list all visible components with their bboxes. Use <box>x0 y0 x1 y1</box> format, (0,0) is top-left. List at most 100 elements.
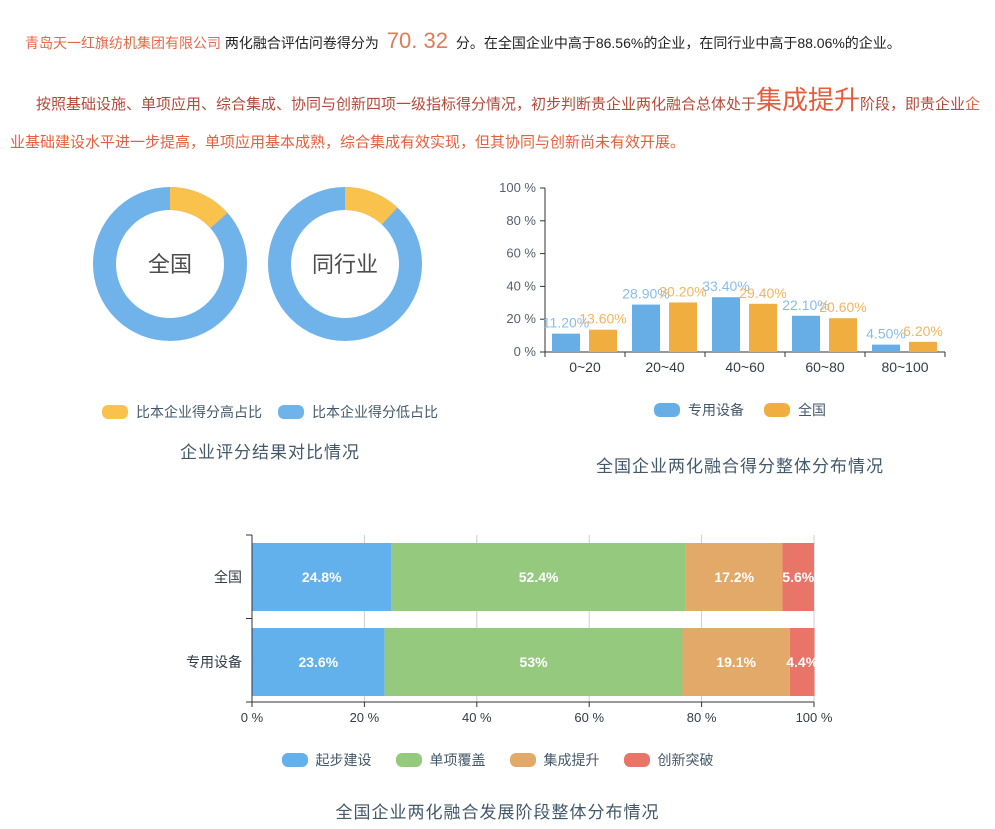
bar-orange <box>829 318 857 352</box>
bar-value-label: 33.40% <box>702 278 749 294</box>
stack-segment-3 <box>782 543 814 611</box>
legend-item-stage-start[interactable]: 起步建设 <box>281 750 372 770</box>
bar-value-label: 29.40% <box>739 285 786 301</box>
bar-value-label: 13.60% <box>579 311 626 327</box>
stage-highlight: 集成提升 <box>756 85 861 115</box>
donut-legend: 比本企业得分高占比 比本企业得分低占比 <box>60 402 480 422</box>
row-category-label: 专用设备 <box>186 654 242 670</box>
bar-value-label: 6.20% <box>903 323 943 339</box>
bar-blue <box>552 333 580 352</box>
score-distribution-chart[interactable]: 0 % 20 % 40 % 60 % 80 % 100 % 0~20 11.20%13.60%… <box>500 175 990 380</box>
legend-label: 单项覆盖 <box>429 752 486 768</box>
legend-item-stage-single[interactable]: 单项覆盖 <box>395 750 486 770</box>
stack-segment-0 <box>252 628 385 696</box>
legend-label: 全国 <box>798 402 826 418</box>
x-tick-label: 0 % <box>241 710 264 725</box>
score-prefix: 两化融合评估问卷得分为 <box>221 35 383 51</box>
segment-value-label: 24.8% <box>302 569 342 585</box>
y-tick-label: 0 % <box>514 344 537 359</box>
bar-blue <box>872 344 900 352</box>
x-category-label: 20~40 <box>645 359 685 375</box>
stack-segment-2 <box>682 628 790 696</box>
bar-value-label: 28.90% <box>622 286 669 302</box>
y-tick-label: 100 % <box>500 180 536 195</box>
blue-swatch-icon <box>654 403 680 417</box>
bar-value-label: 4.50% <box>866 326 906 342</box>
stack-segment-1 <box>384 628 683 696</box>
assessment-part1: 按照基础设施、单项应用、综合集成、协同与创新四项一级指标得分情况，初步判断贵企业… <box>36 96 757 113</box>
assessment-paragraph: 按照基础设施、单项应用、综合集成、协同与创新四项一级指标得分情况，初步判断贵企业… <box>10 81 988 162</box>
bar-blue <box>792 315 820 352</box>
yellow-swatch-icon <box>102 405 128 419</box>
stack-segment-1 <box>391 543 686 611</box>
bar-value-label: 20.60% <box>819 299 866 315</box>
segment-value-label: 53% <box>520 654 549 670</box>
bar-orange <box>909 341 937 352</box>
score-detail: 分。在全国企业中高于86.56%的企业，在同行业中高于88.06%的企业。 <box>451 35 901 51</box>
segment-value-label: 4.4% <box>786 654 818 670</box>
x-tick-label: 40 % <box>462 710 492 725</box>
bar-orange <box>589 329 617 352</box>
x-category-label: 40~60 <box>725 359 765 375</box>
legend-label: 比本企业得分低占比 <box>312 404 438 420</box>
donut-chart-title: 企业评分结果对比情况 <box>180 443 360 462</box>
segment-value-label: 52.4% <box>519 569 559 585</box>
stack-segment-2 <box>685 543 783 611</box>
legend-label: 起步建设 <box>315 752 372 768</box>
bar-orange <box>669 302 697 352</box>
intro-paragraph: 青岛天一红旗纺机集团有限公司 两化融合评估问卷得分为 70. 32 分。在全国企… <box>25 28 980 56</box>
stack-segment-0 <box>252 543 392 611</box>
donut-center-label: 同行业 <box>312 252 378 277</box>
legend-item-special-equipment[interactable]: 专用设备 <box>654 400 744 420</box>
segment-value-label: 23.6% <box>298 654 338 670</box>
legend-label: 比本企业得分高占比 <box>136 404 262 420</box>
bar-orange <box>749 303 777 352</box>
legend-item-national[interactable]: 全国 <box>764 400 826 420</box>
x-tick-label: 80 % <box>687 710 717 725</box>
x-tick-label: 20 % <box>350 710 380 725</box>
y-tick-label: 60 % <box>506 246 536 261</box>
segment-value-label: 5.6% <box>782 569 814 585</box>
bar-blue <box>712 297 740 352</box>
y-tick-label: 20 % <box>506 311 536 326</box>
legend-label: 集成提升 <box>543 752 600 768</box>
y-tick-label: 80 % <box>506 213 536 228</box>
donut-slice-high <box>169 187 228 229</box>
row-category-label: 全国 <box>214 569 242 585</box>
bar-blue <box>632 304 660 352</box>
x-category-label: 0~20 <box>569 359 601 375</box>
assessment-part2: 阶段，即贵企业 <box>860 96 966 113</box>
x-tick-label: 100 % <box>796 710 833 725</box>
company-name: 青岛天一红旗纺机集团有限公司 <box>25 35 221 51</box>
donut-slice-high <box>344 187 398 225</box>
overall-score: 70. 32 <box>386 28 448 53</box>
red-swatch-icon <box>623 753 650 767</box>
y-tick-label: 40 % <box>506 278 536 293</box>
x-category-label: 80~100 <box>881 359 928 375</box>
bar-legend: 专用设备 全国 <box>500 400 980 420</box>
legend-label: 专用设备 <box>688 402 744 418</box>
bar-value-label: 30.20% <box>659 283 706 299</box>
stack-chart-title: 全国企业两化融合发展阶段整体分布情况 <box>335 803 660 822</box>
stack-segment-3 <box>789 628 815 696</box>
blue-swatch-icon <box>278 405 304 419</box>
x-category-label: 60~80 <box>805 359 845 375</box>
stack-legend: 起步建设 单项覆盖 集成提升 创新突破 <box>0 750 995 770</box>
segment-value-label: 19.1% <box>716 654 756 670</box>
orange-swatch-icon <box>764 403 790 417</box>
tan-swatch-icon <box>509 753 536 767</box>
green-swatch-icon <box>395 753 422 767</box>
legend-item-score-lower[interactable]: 比本企业得分低占比 <box>278 402 438 422</box>
legend-item-stage-integrate[interactable]: 集成提升 <box>509 750 600 770</box>
legend-item-score-higher[interactable]: 比本企业得分高占比 <box>102 402 262 422</box>
x-tick-label: 60 % <box>574 710 604 725</box>
bar-value-label: 11.20% <box>543 315 589 331</box>
legend-item-stage-innovate[interactable]: 创新突破 <box>623 750 714 770</box>
bar-value-label: 22.10% <box>782 297 829 313</box>
assessment-part3: 企业基础建设水平进一步提高，单项应用基本成熟，综合集成有效实现，但其协同与创新尚… <box>10 96 981 151</box>
legend-label: 创新突破 <box>657 752 714 768</box>
donut-comparison-chart[interactable]: 全国 同行业 <box>85 182 445 352</box>
stage-distribution-chart[interactable]: 24.8% 52.4% 17.2% 5.6% 全国 23.6% 53% 19.1% 4.4% 专用… <box>180 525 880 725</box>
blue-swatch-icon <box>281 753 308 767</box>
